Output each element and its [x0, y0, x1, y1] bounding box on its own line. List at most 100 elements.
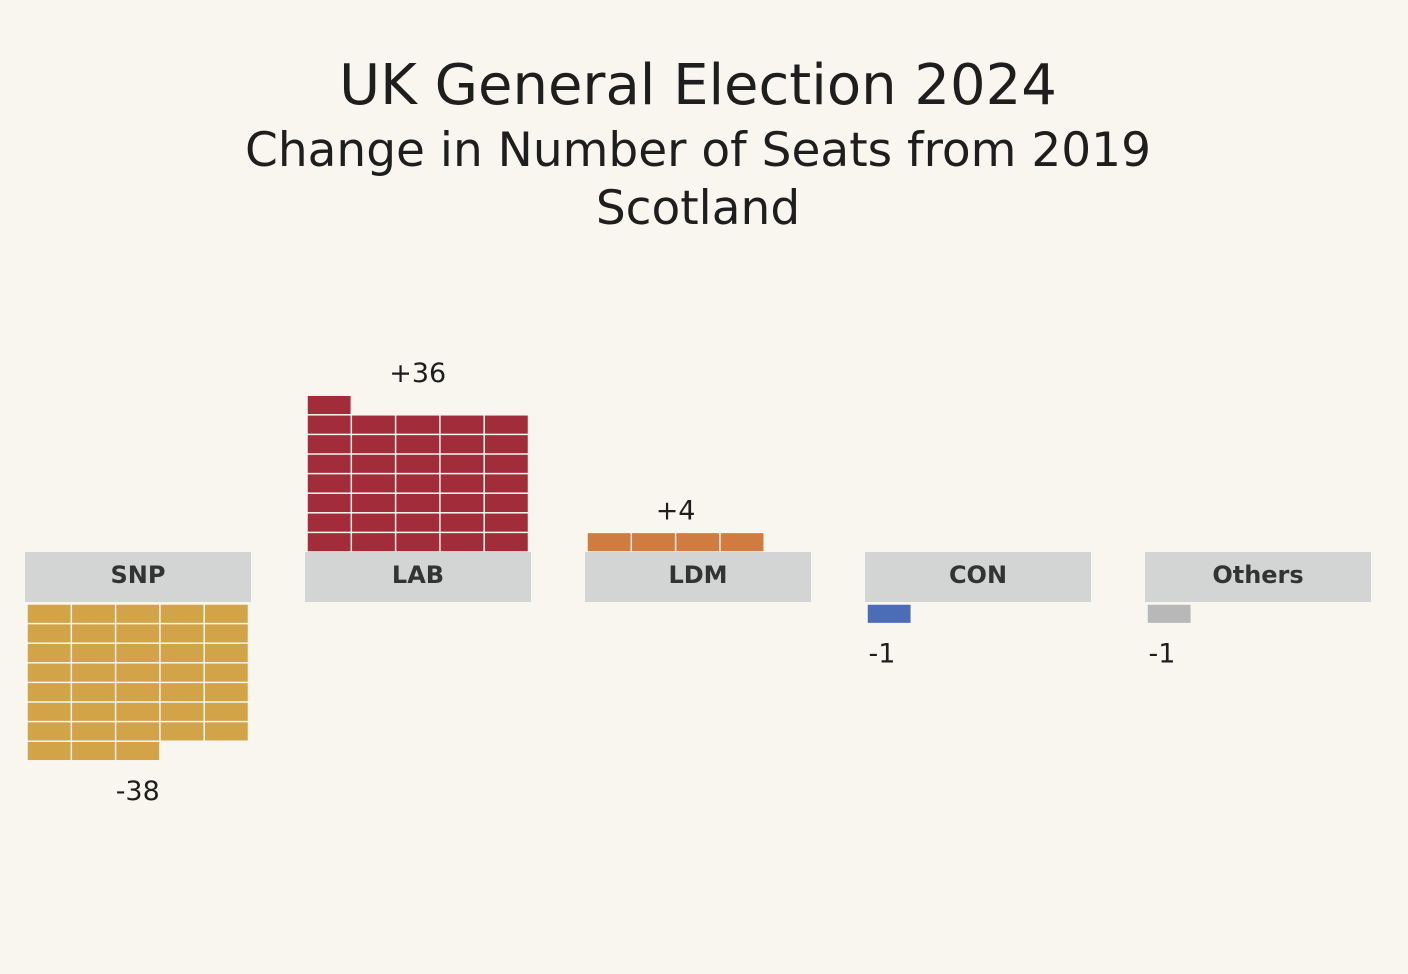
seat-cell: [72, 683, 115, 702]
seat-cell: [27, 741, 71, 761]
seat-cell: [307, 454, 351, 473]
seat-cell: [116, 624, 160, 643]
seat-cell: [396, 474, 440, 493]
seat-cell: [307, 474, 351, 493]
seat-cell: [352, 454, 395, 473]
party-label-box: [25, 552, 251, 602]
seat-cell: [352, 493, 395, 513]
seat-cell: [116, 683, 160, 702]
seat-cell: [720, 533, 764, 552]
seat-cell: [440, 493, 484, 513]
seat-cell: [484, 454, 528, 473]
party-label-box: [585, 552, 811, 602]
seat-cell: [204, 722, 248, 741]
seat-cell: [116, 702, 160, 721]
seat-cell: [27, 643, 71, 663]
seat-cell: [116, 722, 160, 741]
seat-cell: [396, 493, 440, 513]
seat-cell: [440, 454, 484, 473]
seat-cell: [587, 533, 631, 552]
seat-cell: [396, 454, 440, 473]
seat-cell: [204, 604, 248, 623]
seat-cell: [352, 415, 395, 434]
seat-cell: [352, 474, 395, 493]
seat-cell: [27, 702, 71, 721]
party-label: LDM: [668, 561, 727, 589]
party-label: CON: [949, 561, 1007, 589]
seat-cell: [396, 435, 440, 454]
party-label-box: [865, 552, 1091, 602]
seat-cell: [160, 604, 204, 623]
seat-cell: [484, 493, 528, 513]
seat-cell: [72, 722, 115, 741]
party-groups: SNP -38 LAB +36 LDM +4 CON -1 Others -1: [25, 358, 1371, 807]
chart-title: UK General Election 2024: [339, 53, 1057, 118]
seat-cell: [27, 683, 71, 702]
seat-cell: [204, 663, 248, 682]
seat-cell: [1147, 604, 1191, 623]
seat-cell: [160, 702, 204, 721]
seat-cell: [440, 513, 484, 532]
seat-cell: [160, 624, 204, 643]
value-label: -38: [116, 776, 160, 807]
seat-cell: [27, 663, 71, 682]
party-label: SNP: [111, 561, 166, 589]
party-group-others: Others -1: [1145, 552, 1371, 670]
party-group-ldm: LDM +4: [585, 495, 811, 602]
seat-cell: [116, 643, 160, 663]
seat-cell: [440, 435, 484, 454]
seat-cell: [72, 624, 115, 643]
seat-cell: [352, 435, 395, 454]
seat-cell: [307, 415, 351, 434]
seat-cell: [484, 474, 528, 493]
seat-cell: [72, 604, 115, 623]
seat-cell: [440, 474, 484, 493]
seat-cell: [27, 624, 71, 643]
seat-cell: [396, 513, 440, 532]
seat-cell: [116, 741, 160, 761]
seat-cell: [160, 643, 204, 663]
seat-cell: [484, 415, 528, 434]
party-label: Others: [1212, 561, 1303, 589]
party-label-box: [1145, 552, 1371, 602]
seat-cell: [352, 533, 395, 552]
value-label: +36: [389, 358, 446, 389]
seat-cell: [867, 604, 911, 623]
seat-cell: [72, 741, 115, 761]
value-label: -1: [1149, 639, 1176, 670]
seat-cell: [116, 663, 160, 682]
value-label: -1: [869, 639, 896, 670]
seat-cell: [676, 533, 720, 552]
seat-cell: [440, 533, 484, 552]
seat-cell: [632, 533, 675, 552]
seat-cell: [160, 663, 204, 682]
chart-title-group: UK General Election 2024 Change in Numbe…: [245, 53, 1151, 236]
chart-region: Scotland: [596, 181, 800, 236]
party-label-box: [305, 552, 531, 602]
seat-cell: [204, 624, 248, 643]
seat-cell: [396, 415, 440, 434]
party-group-con: CON -1: [865, 552, 1091, 670]
seat-cell: [396, 533, 440, 552]
seat-cell: [307, 435, 351, 454]
seat-cell: [116, 604, 160, 623]
seat-cell: [484, 533, 528, 552]
seat-cell: [352, 513, 395, 532]
seat-cell: [27, 604, 71, 623]
chart-subtitle: Change in Number of Seats from 2019: [245, 123, 1151, 178]
seat-cell: [204, 683, 248, 702]
value-label: +4: [656, 495, 696, 526]
party-label: LAB: [392, 561, 444, 589]
seat-cell: [484, 513, 528, 532]
seat-cell: [72, 663, 115, 682]
seat-cell: [72, 702, 115, 721]
seat-cell: [160, 722, 204, 741]
seat-cell: [307, 533, 351, 552]
seat-cell: [204, 702, 248, 721]
seat-cell: [307, 493, 351, 513]
party-group-lab: LAB +36: [305, 358, 531, 602]
party-group-snp: SNP -38: [25, 552, 251, 807]
seat-cell: [204, 643, 248, 663]
seat-cell: [307, 395, 351, 415]
